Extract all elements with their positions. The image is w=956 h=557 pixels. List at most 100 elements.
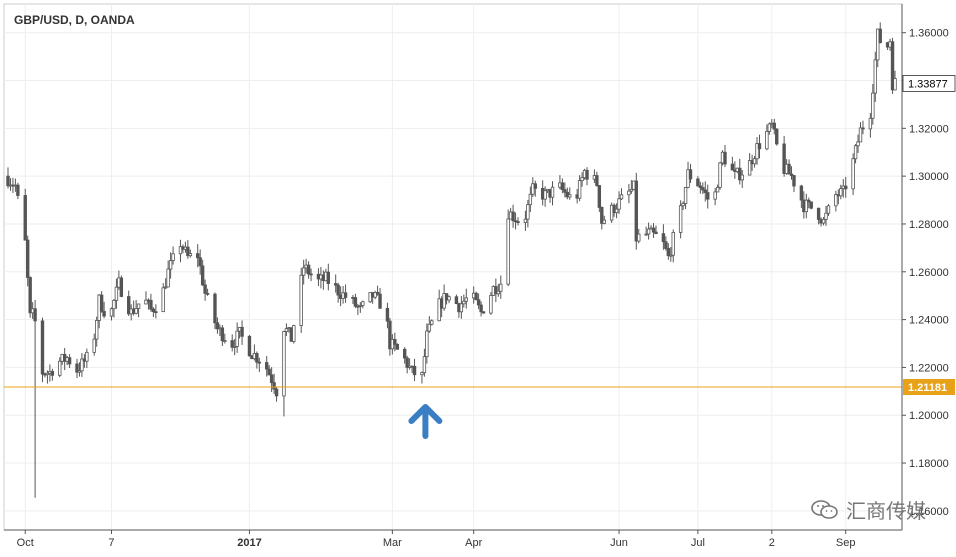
candle-body <box>528 193 533 206</box>
candle-body <box>412 365 417 376</box>
candle-body <box>683 187 688 204</box>
candle-body <box>871 92 875 119</box>
candle-body <box>385 307 390 322</box>
candle-body <box>661 233 666 243</box>
candle-body <box>861 127 865 130</box>
candle-body <box>496 290 501 295</box>
wechat-bubbles-icon <box>811 499 838 519</box>
candle-body <box>144 299 148 305</box>
axes: 1.16000 1.18000 1.20000 1.22000 1.24000 1.260… <box>4 4 956 549</box>
x-tick-label: Jul <box>691 537 705 549</box>
last-price-badge <box>902 75 956 92</box>
candle-body <box>644 233 648 236</box>
candle-body <box>154 311 158 314</box>
candle-body <box>151 308 156 313</box>
candle-body <box>373 291 377 298</box>
candle-body <box>109 308 114 317</box>
candle-body <box>205 292 210 295</box>
candle-body <box>454 296 459 305</box>
y-tick-label: 1.18000 <box>909 458 949 470</box>
candle-body <box>856 141 860 147</box>
candle-body <box>757 143 762 150</box>
candle-body <box>306 264 311 275</box>
candle-body <box>95 320 99 340</box>
candle-body <box>269 374 274 384</box>
candle-body <box>198 257 202 267</box>
candle-body <box>343 292 348 298</box>
candle-body <box>718 162 722 188</box>
candle-body <box>462 300 466 305</box>
candle-body <box>425 330 429 358</box>
candle-body <box>851 158 855 190</box>
candle-body <box>186 246 190 257</box>
candle-body <box>284 328 289 332</box>
candle-body <box>595 175 599 186</box>
candle-body <box>893 78 897 91</box>
candle-body <box>422 356 427 374</box>
candle-body <box>715 186 720 193</box>
candle-body <box>669 254 673 257</box>
candle-body <box>272 382 276 390</box>
y-tick-label: 1.20000 <box>909 410 949 422</box>
candle-body <box>476 299 481 306</box>
x-tick-label: Mar <box>383 537 402 549</box>
candle-body <box>597 185 602 208</box>
candle-body <box>28 277 32 314</box>
candle-body <box>730 163 735 171</box>
candle-body <box>614 208 619 214</box>
candle-body <box>99 294 104 312</box>
candle-body <box>563 189 567 193</box>
candle-body <box>637 233 641 242</box>
candle-body <box>282 331 286 397</box>
candle-body <box>789 173 794 176</box>
candle-body <box>516 221 520 223</box>
candle-body <box>388 320 392 350</box>
candle-body <box>299 274 303 327</box>
candle-body <box>265 362 269 370</box>
x-tick-label: Jun <box>610 537 628 549</box>
candle-body <box>585 169 589 180</box>
candle-body <box>698 185 703 188</box>
candle-body <box>213 293 217 324</box>
candle-body <box>580 177 584 182</box>
candle-body <box>772 122 776 130</box>
candle-body <box>688 169 693 180</box>
candle-body <box>405 357 409 368</box>
candle-body <box>701 187 705 191</box>
candle-body <box>378 293 382 309</box>
candles <box>6 22 897 498</box>
candle-body <box>481 311 486 314</box>
candle-body <box>102 310 106 317</box>
y-tick-label: 1.36000 <box>909 28 949 40</box>
candle-body <box>568 194 572 198</box>
candle-body <box>255 353 259 363</box>
candle-body <box>844 185 848 190</box>
candle-body <box>577 180 582 199</box>
candle-body <box>713 191 717 200</box>
candle-body <box>301 267 306 276</box>
candle-body <box>494 286 498 295</box>
candle-body <box>868 117 873 130</box>
y-tick-label: 1.26000 <box>909 267 949 279</box>
candle-body <box>220 327 225 342</box>
candle-body <box>602 219 606 224</box>
y-tick-label: 1.22000 <box>909 362 949 374</box>
candle-body <box>235 330 239 347</box>
candle-body <box>696 178 700 187</box>
candle-body <box>127 296 131 315</box>
candle-body <box>200 265 205 286</box>
candle-body <box>671 232 675 256</box>
y-tick-label: 1.16000 <box>909 506 949 518</box>
candle-body <box>506 218 510 285</box>
horizontal-line-layer: 1.21181 <box>4 378 955 395</box>
candle-body <box>816 207 821 220</box>
support-price-badge <box>903 378 955 395</box>
candle-body <box>361 301 365 306</box>
candle-body <box>58 360 62 376</box>
candle-body <box>747 160 752 176</box>
candle-body <box>755 143 759 160</box>
candle-body <box>257 361 262 364</box>
candle-body <box>459 303 464 313</box>
